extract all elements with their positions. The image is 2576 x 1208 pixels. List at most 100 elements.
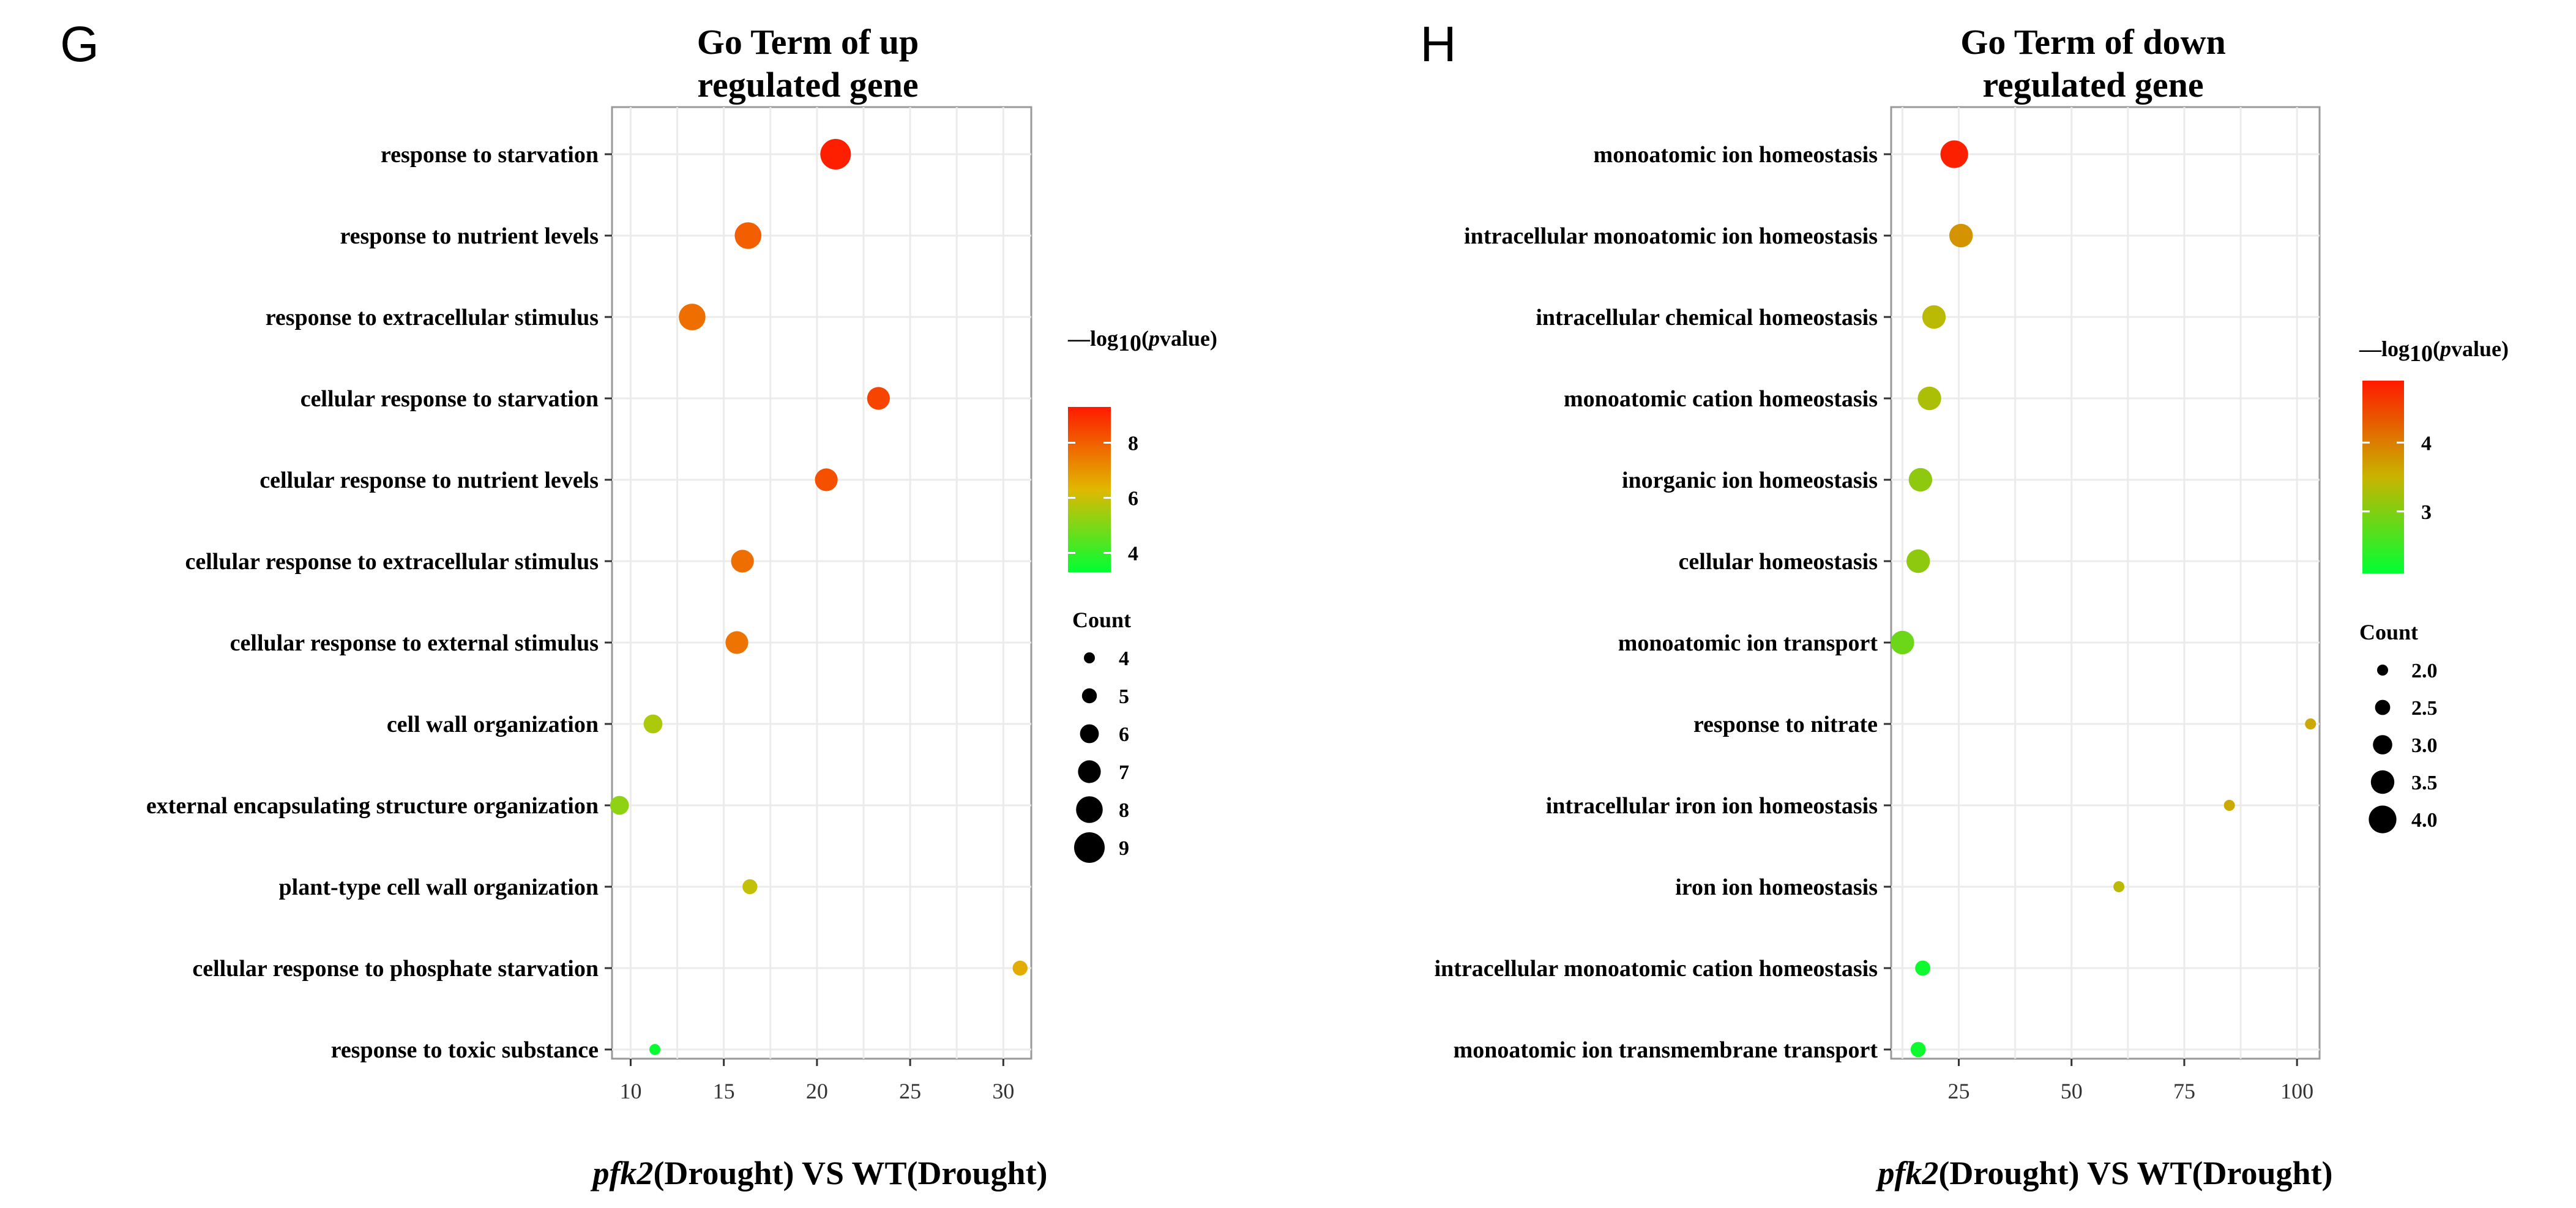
chart-title-line: regulated gene <box>697 65 918 105</box>
color-legend-title-part: p <box>1147 326 1160 351</box>
gridlines <box>1891 107 2320 1059</box>
x-tick-label: 20 <box>806 1079 828 1103</box>
x-axis-label-gene: pfk2 <box>1875 1155 1938 1191</box>
data-point <box>610 796 629 815</box>
data-point <box>679 304 706 330</box>
go-term-label: cellular response to nutrient levels <box>259 468 599 493</box>
size-legend-dot <box>1080 724 1099 744</box>
size-legend-dot <box>1076 796 1103 823</box>
data-point <box>1917 386 1941 411</box>
size-legend-title: Count <box>1072 608 1131 632</box>
size-legend-dot <box>2377 665 2388 676</box>
size-legend-label: 4 <box>1119 647 1129 670</box>
size-legend-label: 4.0 <box>2411 809 2438 832</box>
size-legend-label: 3.0 <box>2411 734 2438 757</box>
x-tick-label: 15 <box>713 1079 735 1103</box>
data-point <box>867 387 890 410</box>
data-point <box>731 550 754 573</box>
colorbar-tick-label: 4 <box>2421 432 2432 455</box>
plot-area <box>1890 106 2321 1060</box>
data-point <box>815 468 838 491</box>
go-term-label: response to toxic substance <box>331 1037 599 1063</box>
go-term-label: monoatomic ion homeostasis <box>1594 142 1878 168</box>
colorbar-tick-label: 6 <box>1128 488 1138 510</box>
size-legend-label: 2.0 <box>2411 660 2438 682</box>
color-legend-title-part: 10 <box>2410 341 2433 367</box>
data-point <box>820 139 851 170</box>
size-legend-title: Count <box>2359 620 2418 644</box>
size-legend-dot <box>2369 805 2397 833</box>
data-point <box>1940 140 1968 168</box>
color-legend-title-part: —log <box>2359 337 2410 361</box>
go-term-label: inorganic ion homeostasis <box>1622 468 1878 493</box>
go-term-label: monoatomic cation homeostasis <box>1564 386 1878 412</box>
size-legend-dot <box>1084 652 1095 663</box>
data-point <box>1915 960 1930 976</box>
data-point <box>725 631 749 654</box>
data-point <box>649 1044 661 1055</box>
data-point <box>1012 960 1028 976</box>
color-legend-title-part: 10 <box>1118 330 1141 356</box>
go-term-label: plant-type cell wall organization <box>279 874 599 900</box>
go-term-label: response to starvation <box>381 142 599 168</box>
colorbar-tick-label: 3 <box>2421 501 2432 524</box>
x-tick-label: 30 <box>992 1079 1014 1103</box>
go-term-label: external encapsulating structure organiz… <box>146 793 599 819</box>
size-legend-dot <box>1074 832 1105 863</box>
color-legend-title-part: value) <box>2451 337 2509 361</box>
go-term-label: cellular response to extracellular stimu… <box>185 549 599 575</box>
size-legend-label: 8 <box>1119 799 1129 822</box>
size-legend-label: 7 <box>1119 761 1129 784</box>
colorbar-tick-label: 4 <box>1128 543 1138 565</box>
x-axis-label-rest: (Drought) VS WT(Drought) <box>653 1155 1047 1191</box>
plot-area <box>611 106 1032 1060</box>
go-term-label: cellular homeostasis <box>1679 549 1878 575</box>
data-point <box>2305 718 2317 729</box>
data-point <box>1891 630 1914 655</box>
x-tick-label: 75 <box>2173 1079 2195 1103</box>
color-legend-title-part: value) <box>1160 326 1217 351</box>
go-term-label: response to nitrate <box>1693 712 1878 737</box>
panel-letter: H <box>1420 17 1456 72</box>
color-legend-title: —log10(pvalue) <box>1067 326 1217 356</box>
go-term-label: cellular response to phosphate starvatio… <box>192 956 599 982</box>
data-point <box>1906 549 1930 573</box>
size-legend-dot <box>1078 760 1101 783</box>
size-legend-label: 2.5 <box>2411 697 2438 720</box>
go-term-label: monoatomic ion transmembrane transport <box>1454 1037 1878 1063</box>
data-point <box>1908 468 1933 492</box>
color-legend-title-part: p <box>2438 337 2451 361</box>
colorbar <box>2362 381 2404 573</box>
go-term-label: response to nutrient levels <box>340 223 599 249</box>
go-term-label: intracellular monoatomic ion homeostasis <box>1464 223 1878 249</box>
size-legend-dot <box>2370 770 2395 794</box>
color-legend-title-part: —log <box>1067 326 1118 351</box>
data-point <box>1922 305 1946 329</box>
go-term-label: intracellular iron ion homeostasis <box>1546 793 1878 819</box>
chart-title-line: regulated gene <box>1982 65 2203 105</box>
size-legend-dot <box>1081 688 1097 704</box>
size-legend-dot <box>2373 735 2392 755</box>
data-point <box>734 222 762 249</box>
x-tick-label: 100 <box>2280 1079 2313 1103</box>
x-tick-label: 50 <box>2061 1079 2083 1103</box>
x-axis-label: pfk2(Drought) VS WT(Drought) <box>1875 1155 2332 1191</box>
go-term-label: response to extracellular stimulus <box>266 305 599 330</box>
x-axis-label-gene: pfk2 <box>590 1155 653 1191</box>
go-term-label: cellular response to starvation <box>301 386 599 412</box>
data-point <box>2113 881 2125 892</box>
x-axis-label-rest: (Drought) VS WT(Drought) <box>1938 1155 2332 1191</box>
color-legend-title-part: ( <box>1141 326 1149 351</box>
go-term-label: iron ion homeostasis <box>1675 874 1878 900</box>
colorbar <box>1068 407 1111 572</box>
go-term-label: intracellular monoatomic cation homeosta… <box>1435 956 1878 982</box>
x-tick-label: 25 <box>1948 1079 1970 1103</box>
size-legend-label: 9 <box>1119 837 1129 860</box>
x-tick-label: 10 <box>619 1079 641 1103</box>
go-term-label: monoatomic ion transport <box>1618 630 1878 656</box>
size-legend-label: 6 <box>1119 723 1129 746</box>
color-legend-title-part: ( <box>2433 337 2440 361</box>
chart-title-line: Go Term of down <box>1960 22 2225 62</box>
